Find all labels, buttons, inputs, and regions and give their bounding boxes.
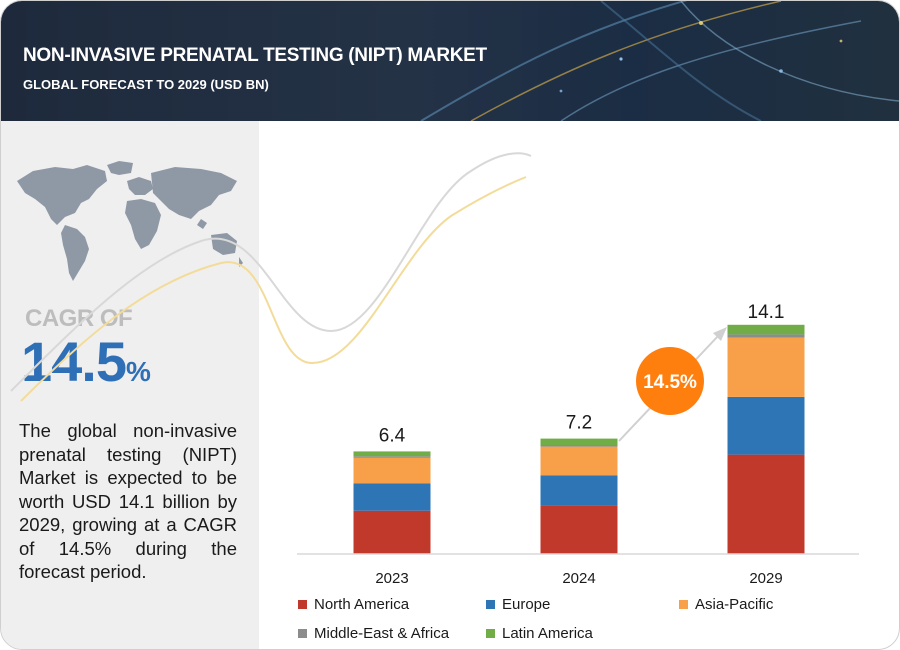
x-tick-label-2029: 2029 [749,570,782,587]
legend-label: Europe [502,596,551,613]
bar-2023-middle-east-africa [353,456,431,458]
total-label-2029: 14.1 [748,302,785,323]
chart-subtitle: GLOBAL FORECAST TO 2029 (USD BN) [23,77,269,92]
bar-2029-europe [727,396,805,455]
bar-2029-latin-america [727,324,805,335]
total-label-2024: 7.2 [566,413,592,434]
bar-2024-asia-pacific [540,446,618,476]
x-tick-label-2024: 2024 [562,570,595,587]
header-background-art [420,1,899,121]
legend-swatch [298,629,307,638]
legend-item-asia-pacific: Asia-Pacific [679,596,773,613]
legend-label: Asia-Pacific [695,596,774,613]
legend-label: Middle-East & Africa [314,625,450,642]
legend-item-europe: Europe [486,596,550,613]
legend-swatch [486,629,495,638]
chart-title: NON-INVASIVE PRENATAL TESTING (NIPT) MAR… [23,45,487,66]
cagr-bubble-label: 14.5% [643,372,697,393]
legend-swatch [679,600,688,609]
legend-label: North America [314,596,410,613]
legend-label: Latin America [502,625,593,642]
legend-item-middle-east-africa: Middle-East & Africa [298,625,449,642]
bar-2023-asia-pacific [353,457,431,484]
cagr-label: CAGR OF [25,305,133,332]
bar-2024-latin-america [540,438,618,446]
bar-2023-latin-america [353,451,431,457]
bar-2024-middle-east-africa [540,445,618,447]
legend-swatch [298,600,307,609]
bar-2029-middle-east-africa [727,334,805,338]
cagr-bubble: 14.5% [636,347,704,415]
bar-2023-europe [353,483,431,511]
decorative-curves [10,152,532,402]
bar-2023-north-america [353,510,431,554]
legend-swatch [486,600,495,609]
cagr-value-unit: % [126,356,151,387]
total-label-2023: 6.4 [379,425,406,446]
bar-2024-europe [540,475,618,506]
bars-layer: 6.4 2023 7.2 2024 14.1 2029 [353,302,805,587]
bar-2024-north-america [540,505,618,554]
header-banner: NON-INVASIVE PRENATAL TESTING (NIPT) MAR… [1,1,899,121]
legend-item-north-america: North America [298,596,409,613]
market-description: The global non-invasive prenatal testing… [19,420,237,582]
bar-2029-asia-pacific [727,337,805,397]
bar-2029-north-america [727,454,805,554]
world-map-icon [17,161,243,281]
legend-item-latin-america: Latin America [486,625,593,642]
x-tick-label-2023: 2023 [375,570,408,587]
